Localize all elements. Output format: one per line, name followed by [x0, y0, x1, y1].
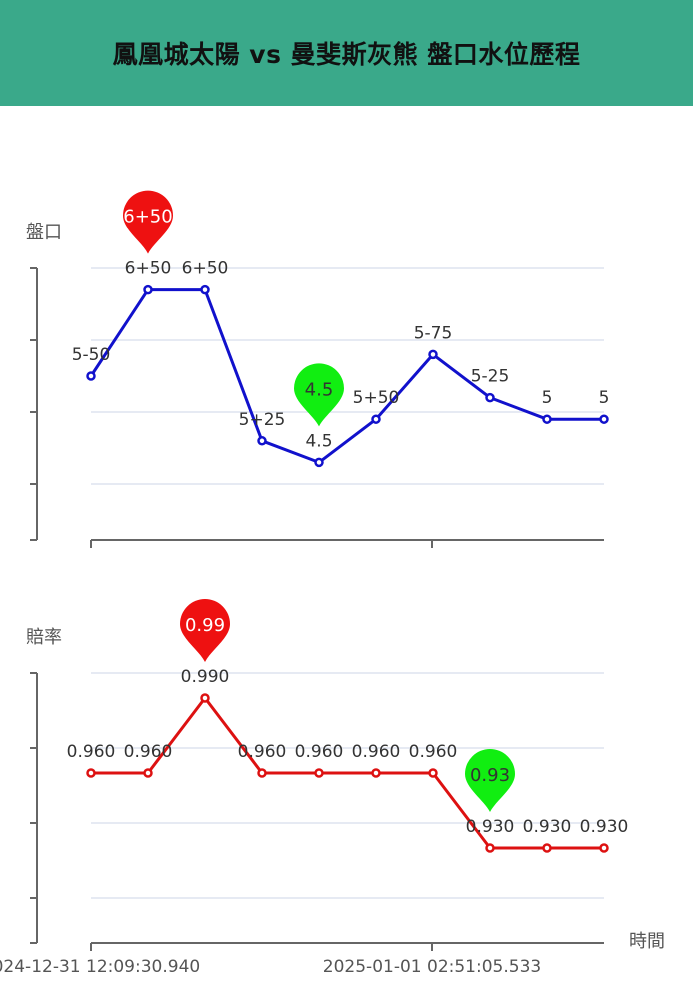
data-label: 4.5	[305, 431, 332, 451]
data-point	[143, 768, 153, 778]
data-point	[599, 843, 609, 853]
data-label: 5+50	[353, 388, 400, 408]
data-point	[200, 693, 210, 703]
data-label: 5+25	[239, 410, 286, 430]
data-label: 0.960	[124, 742, 173, 762]
max-marker-label: 6+50	[123, 207, 172, 228]
data-label: 0.960	[67, 742, 116, 762]
data-label: 5-25	[471, 367, 510, 387]
data-point	[371, 414, 381, 424]
data-point	[200, 284, 210, 295]
data-point	[257, 436, 267, 446]
x-axis-label: 時間	[629, 931, 665, 952]
data-label: 5-75	[414, 323, 453, 343]
min-marker-pin	[465, 749, 515, 812]
handicap-odds-chart: 盤口 5-50 6+50 6+50 5+25 4.5 5+50 5-75 5-25 5 5 6+50 4…	[0, 190, 665, 977]
data-point	[428, 349, 438, 360]
data-label: 0.960	[409, 742, 458, 762]
data-label: 5	[542, 388, 553, 408]
data-point	[371, 768, 381, 778]
page-title: 鳳凰城太陽 vs 曼斐斯灰熊 盤口水位歷程	[112, 40, 581, 69]
data-point	[428, 768, 438, 778]
data-point	[257, 768, 267, 778]
data-label: 5	[599, 388, 610, 408]
min-marker-pin	[294, 363, 344, 427]
header-bar: 鳳凰城太陽 vs 曼斐斯灰熊 盤口水位歷程	[0, 0, 693, 106]
data-point	[314, 768, 324, 778]
data-label: 0.960	[295, 742, 344, 762]
data-label: 0.930	[466, 817, 515, 837]
y-axis-label: 盤口	[26, 222, 62, 243]
data-point	[86, 371, 96, 381]
data-label: 0.930	[580, 817, 629, 837]
data-label: 0.930	[523, 817, 572, 837]
min-marker-label: 0.93	[470, 765, 510, 786]
x-tick-label: 2025-01-01 02:51:05.533	[323, 957, 541, 977]
data-point	[314, 457, 324, 468]
data-label: 0.960	[352, 742, 401, 762]
data-point	[86, 768, 96, 778]
max-marker-label: 0.99	[185, 615, 225, 636]
data-point	[485, 392, 495, 403]
max-marker-pin	[180, 599, 230, 662]
y-axis-label: 賠率	[26, 627, 62, 648]
x-tick-label: 2024-12-31 12:09:30.940	[0, 957, 200, 977]
data-label: 5-50	[72, 345, 111, 365]
series-line	[91, 696, 604, 850]
series-line	[89, 288, 604, 464]
data-point	[143, 284, 153, 295]
data-label: 6+50	[182, 259, 229, 279]
data-label: 0.990	[181, 667, 230, 687]
data-label: 6+50	[125, 259, 172, 279]
data-point	[599, 414, 609, 424]
data-point	[542, 414, 552, 424]
data-point	[485, 843, 495, 853]
data-label: 0.960	[238, 742, 287, 762]
data-point	[542, 843, 552, 853]
min-marker-label: 4.5	[305, 379, 334, 400]
max-marker-pin	[123, 190, 173, 254]
